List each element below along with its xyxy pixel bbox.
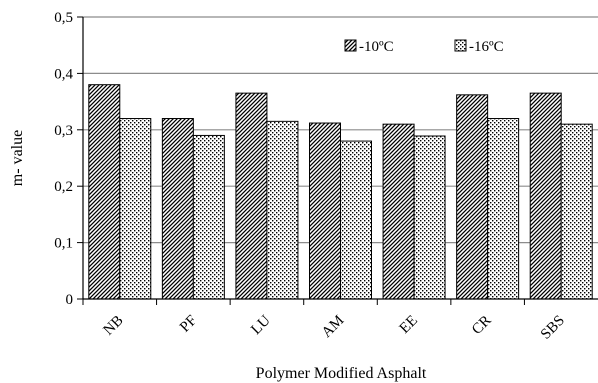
bar-pf-series-1: [161, 118, 194, 300]
bar-lu-series-1: [235, 92, 268, 300]
legend-swatch-2: [454, 39, 467, 52]
x-tick-label: NB: [101, 313, 127, 339]
y-tick-label: 0,4: [54, 66, 73, 82]
bar-sbs-series-1: [529, 92, 562, 300]
legend-swatch-1: [344, 39, 357, 52]
legend-label-2: -16ºC: [469, 39, 504, 55]
bar-pf-series-2: [192, 134, 225, 300]
y-tick-label: 0,2: [54, 179, 73, 195]
y-tick-label: 0,3: [54, 123, 73, 139]
y-tick-label: 0: [66, 292, 74, 308]
bar-ee-series-1: [382, 123, 415, 300]
x-axis-title: Polymer Modified Asphalt: [256, 365, 427, 382]
x-tick-label: CR: [469, 313, 494, 338]
legend: -10ºC -16ºC: [344, 39, 504, 55]
bar-nb-series-2: [119, 118, 152, 300]
y-axis-title: m- value: [9, 130, 26, 186]
bar-lu-series-2: [266, 120, 299, 300]
x-tick-label: SBS: [538, 313, 568, 343]
x-tick-label: LU: [248, 312, 274, 338]
bar-sbs-series-2: [560, 123, 593, 300]
legend-label-1: -10ºC: [359, 39, 394, 55]
bar-cr-series-2: [487, 118, 520, 300]
x-tick-label: PF: [177, 313, 200, 336]
bar-nb-series-1: [88, 84, 121, 300]
bar-am-series-1: [309, 122, 341, 300]
x-tick-label: EE: [397, 313, 421, 337]
bar-am-series-2: [340, 140, 372, 300]
bar-cr-series-1: [456, 94, 489, 300]
x-tick-label: AM: [319, 313, 347, 341]
y-tick-label: 0,5: [54, 10, 73, 26]
bar-ee-series-2: [413, 135, 446, 300]
y-tick-label: 0,1: [54, 236, 73, 252]
bars: [88, 84, 593, 300]
